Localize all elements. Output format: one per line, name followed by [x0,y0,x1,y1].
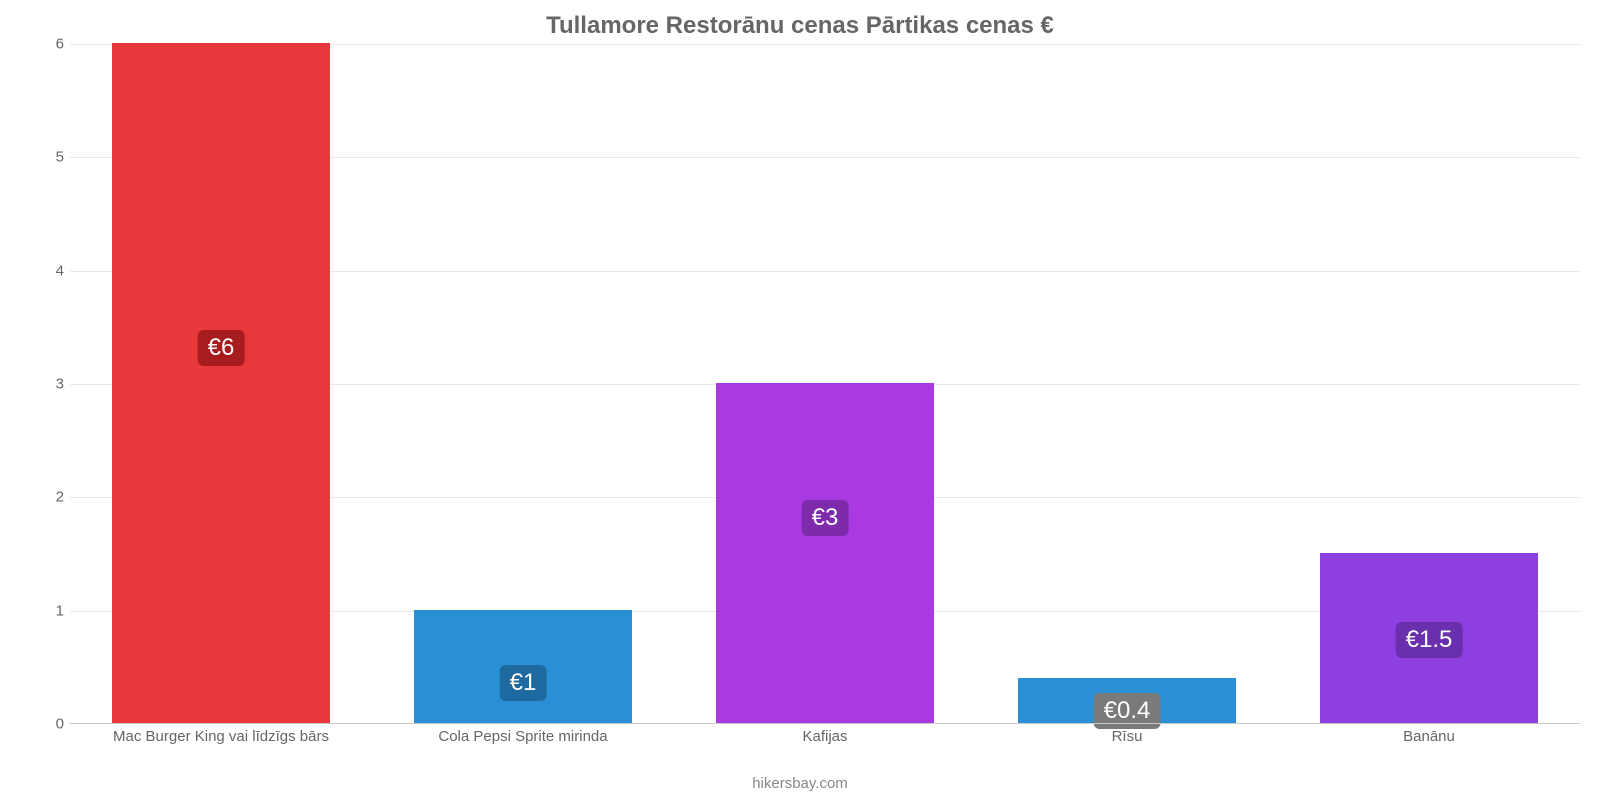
y-tick-label: 1 [56,602,64,619]
bar-value-label: €1 [500,665,547,701]
x-axis: Mac Burger King vai līdzīgs bārs Cola Pep… [70,728,1580,768]
x-tick-label: Banānu [1403,728,1455,745]
y-tick-label: 3 [56,376,64,393]
bar-slot: €6 [70,44,372,724]
bar-slot: €1 [372,44,674,724]
bar-value-label: €6 [198,330,245,366]
bar-value-label: €3 [802,500,849,536]
y-axis: 0123456 [40,44,70,724]
y-tick-label: 0 [56,716,64,733]
chart-title: Tullamore Restorānu cenas Pārtikas cenas… [0,0,1600,40]
axis-baseline [70,723,1580,724]
y-tick-label: 2 [56,489,64,506]
bar-slot: €3 [674,44,976,724]
x-tick-label: Cola Pepsi Sprite mirinda [438,728,607,745]
bar-slot: €1.5 [1278,44,1580,724]
bar [716,383,933,723]
y-tick-label: 5 [56,149,64,166]
plot-area: 0123456 €6€1€3€0.4€1.5 [40,44,1580,724]
bar-value-label: €1.5 [1396,622,1463,658]
bars-container: €6 €1 €3 €0.4 €1.5 [70,44,1580,724]
bar-slot: €0.4 [976,44,1278,724]
x-tick-label: Mac Burger King vai līdzīgs bārs [113,728,329,745]
x-tick-label: Rīsu [1112,728,1143,745]
bar [112,43,329,723]
attribution-text: hikersbay.com [0,775,1600,792]
y-tick-label: 4 [56,262,64,279]
x-tick-label: Kafijas [802,728,847,745]
y-tick-label: 6 [56,36,64,53]
